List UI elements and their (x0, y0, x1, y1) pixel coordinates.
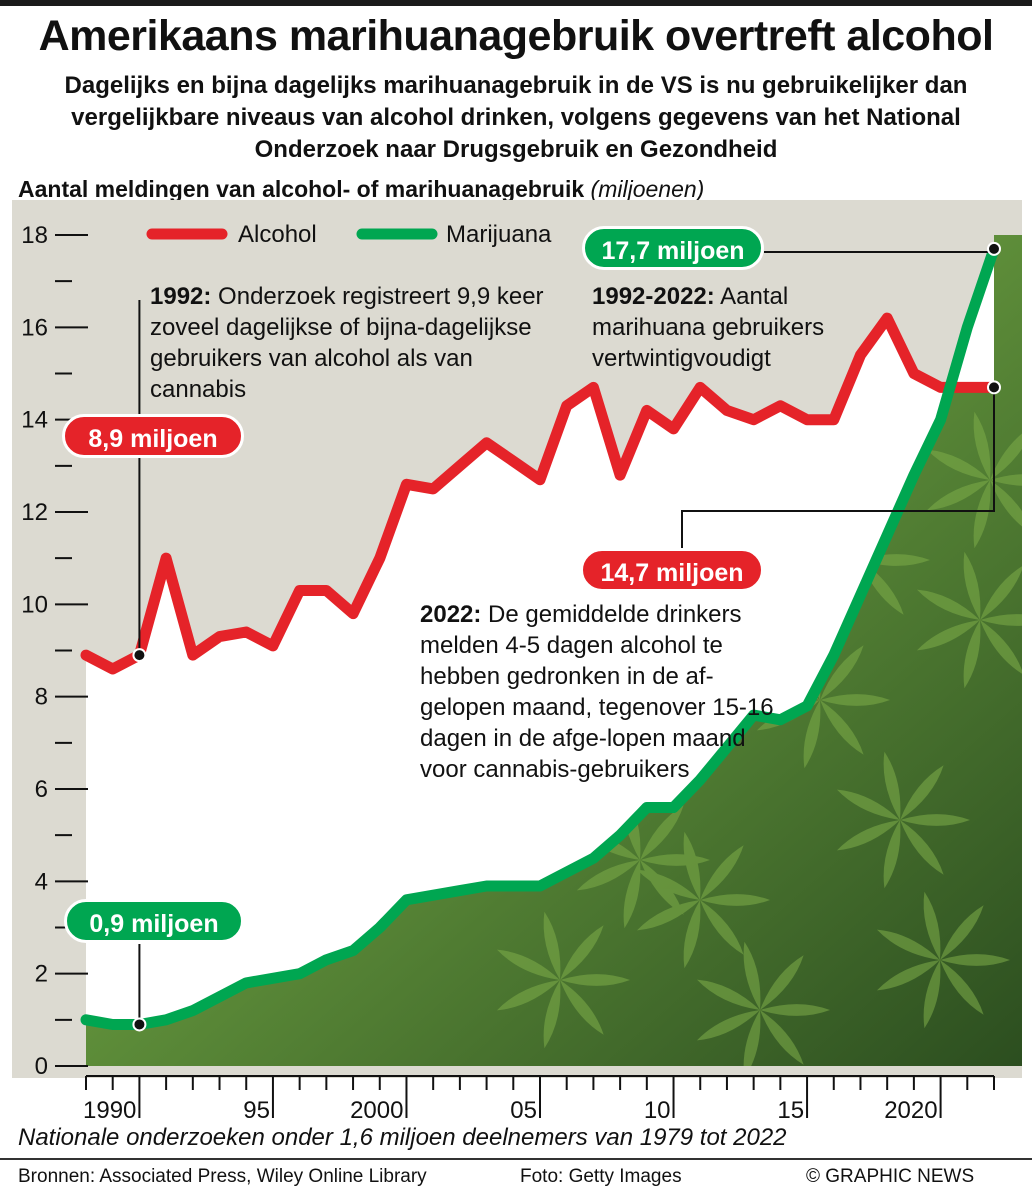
y-tick-label: 8 (35, 684, 48, 711)
callout-leaders (132, 241, 1001, 1032)
footer-divider (0, 1158, 1032, 1160)
y-tick-label: 12 (21, 499, 48, 526)
dot-marijuana-1992 (132, 1017, 147, 1032)
legend-marijuana-label: Marijuana (446, 221, 552, 248)
leader-alcohol-2022 (681, 387, 995, 548)
marijuana-series-line (80, 243, 1000, 1030)
y-tick-label: 16 (21, 314, 48, 341)
legend-alcohol-label: Alcohol (238, 221, 317, 248)
x-tick-label: 05 (510, 1097, 537, 1124)
page-subtitle: Dagelijks en bijna dagelijks marihuanage… (64, 72, 968, 163)
annotation-1992-lead: 1992: (150, 283, 212, 310)
chart-unit: (miljoenen) (590, 176, 705, 202)
annotation-2022-lead: 2022: (420, 601, 482, 628)
top-bar (0, 0, 1032, 6)
callout-alcohol-1992: 8,9 miljoen (62, 414, 244, 458)
footer-sources: Bronnen: Associated Press, Wiley Online … (18, 1166, 427, 1187)
alcohol-series-line (80, 312, 1000, 675)
dot-alcohol-2022 (987, 380, 1001, 395)
annotation-1992-text: Onderzoek registreert 9,9 keer zoveel da… (150, 283, 544, 403)
y-tick-label: 6 (35, 776, 48, 803)
x-tick-label: 2000 (350, 1097, 403, 1124)
y-tick-label: 14 (21, 407, 48, 434)
x-tick-label: 95 (243, 1097, 270, 1124)
legend: Alcohol Marijuana (146, 221, 552, 248)
annotation-1992: 1992: Onderzoek registreert 9,9 keer zov… (150, 281, 570, 405)
y-tick-label: 10 (21, 591, 48, 618)
footer-photo-credit: Foto: Getty Images (520, 1166, 682, 1187)
chart-heading: Aantal meldingen van alcohol- of marihua… (18, 176, 704, 203)
footer-copyright: © GRAPHIC NEWS (806, 1166, 975, 1187)
dot-marijuana-2022 (987, 241, 1001, 256)
callout-marijuana-1992: 0,9 miljoen (64, 899, 244, 943)
x-axis: 1990 95 2000 05 10 15 2020 (83, 1075, 995, 1124)
callout-alcohol-2022: 14,7 miljoen (580, 548, 764, 592)
annotation-1992-2022-text: Aantal marihuana gebruikers vertwintigvo… (592, 283, 825, 372)
x-tick-label: 2020 (884, 1097, 937, 1124)
annotation-1992-2022-lead: 1992-2022: (592, 283, 715, 310)
page-title: Amerikaans marihuanagebruik overtreft al… (38, 12, 994, 60)
annotation-2022: 2022: De gemiddelde drinkers melden 4-5 … (420, 599, 790, 785)
x-tick-label: 15 (777, 1097, 804, 1124)
y-axis: 0 2 4 6 8 10 12 14 16 18 (21, 222, 88, 1080)
y-tick-label: 18 (21, 222, 48, 249)
chart-heading-text: Aantal meldingen van alcohol- of marihua… (18, 176, 585, 202)
y-tick-label: 2 (35, 961, 48, 988)
x-tick-label: 10 (644, 1097, 671, 1124)
footnote: Nationale onderzoeken onder 1,6 miljoen … (18, 1124, 787, 1151)
dot-alcohol-1992 (132, 648, 147, 663)
y-tick-label: 0 (35, 1053, 48, 1080)
callout-marijuana-2022: 17,7 miljoen (582, 226, 764, 270)
annotation-1992-2022: 1992-2022: Aantal marihuana gebruikers v… (592, 281, 872, 374)
white-area-between-lines (86, 248, 994, 1025)
annotation-2022-text: De gemiddelde drinkers melden 4-5 dagen … (420, 601, 774, 783)
x-tick-label: 1990 (83, 1097, 136, 1124)
y-tick-label: 4 (35, 868, 48, 895)
